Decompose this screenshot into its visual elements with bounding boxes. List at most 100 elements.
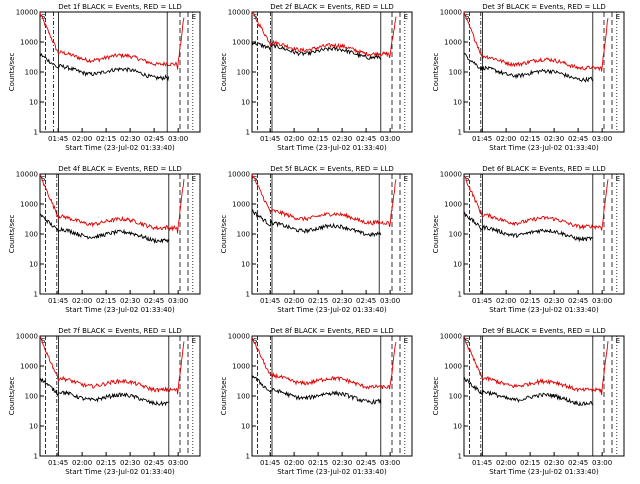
y-axis-label: Counts/sec <box>8 215 16 254</box>
panel-title: Det 3f BLACK = Events, RED = LLD <box>482 3 605 11</box>
x-tick-label: 02:15 <box>520 135 540 143</box>
y-tick-label: 10 <box>29 99 38 107</box>
y-tick-label: 10 <box>29 261 38 269</box>
y-tick-label: 1000 <box>444 39 462 47</box>
panel-title: Det 6f BLACK = Events, RED = LLD <box>482 165 605 173</box>
x-tick-label: 02:30 <box>544 297 564 305</box>
x-tick-label: 02:45 <box>568 135 588 143</box>
x-tick-label: 02:30 <box>120 135 140 143</box>
start-marker-label: S <box>465 175 470 183</box>
end-marker-label: E <box>192 175 196 183</box>
panel-1: Det 1f BLACK = Events, RED = LLD 1 10 100 10… <box>8 3 201 152</box>
y-axis-label: Counts/sec <box>8 377 16 416</box>
x-tick-label: 03:00 <box>380 135 400 143</box>
y-tick-label: 100 <box>25 69 38 77</box>
panel-title: Det 7f BLACK = Events, RED = LLD <box>58 327 181 335</box>
y-tick-label: 100 <box>25 393 38 401</box>
x-axis-label: Start Time (23-Jul-02 01:33:40) <box>277 144 387 152</box>
x-tick-label: 02:15 <box>96 459 116 467</box>
x-tick-label: 02:30 <box>332 459 352 467</box>
x-tick-label: 02:00 <box>72 459 92 467</box>
y-tick-label: 1 <box>34 453 38 461</box>
y-axis-label: Counts/sec <box>220 377 228 416</box>
x-axis-label: Start Time (23-Jul-02 01:33:40) <box>277 468 387 476</box>
y-tick-label: 10 <box>453 99 462 107</box>
x-tick-label: 02:00 <box>496 135 516 143</box>
panel-7: Det 7f BLACK = Events, RED = LLD 1 10 100 10… <box>8 327 201 476</box>
plot-frame <box>463 11 625 133</box>
panel-9: Det 9f BLACK = Events, RED = LLD 1 10 100 10… <box>432 327 625 476</box>
y-tick-label: 10000 <box>228 171 250 179</box>
x-tick-label: 02:30 <box>120 459 140 467</box>
end-marker-label: E <box>616 175 620 183</box>
x-tick-label: 01:45 <box>48 135 68 143</box>
y-tick-label: 1 <box>458 453 462 461</box>
series-lld <box>463 11 609 72</box>
y-tick-label: 100 <box>237 393 250 401</box>
series-lld <box>251 337 397 390</box>
x-tick-label: 03:00 <box>592 459 612 467</box>
x-axis-label: Start Time (23-Jul-02 01:33:40) <box>489 306 599 314</box>
panel-2: Det 2f BLACK = Events, RED = LLD 1 10 100 10… <box>220 3 413 152</box>
x-tick-label: 02:45 <box>568 297 588 305</box>
series-lld <box>39 12 185 70</box>
panel-4: Det 4f BLACK = Events, RED = LLD 1 10 100 10… <box>8 165 201 314</box>
series-lld <box>39 336 185 395</box>
x-tick-label: 03:00 <box>592 297 612 305</box>
panel-title: Det 5f BLACK = Events, RED = LLD <box>270 165 393 173</box>
series-events <box>39 213 170 244</box>
y-tick-label: 10 <box>241 99 250 107</box>
x-tick-label: 02:15 <box>96 135 116 143</box>
x-tick-label: 02:30 <box>332 135 352 143</box>
plot-frame <box>39 11 201 133</box>
y-tick-label: 10 <box>241 423 250 431</box>
start-marker-label: S <box>253 337 258 345</box>
y-tick-label: 1000 <box>20 39 38 47</box>
start-marker-label: S <box>41 175 46 183</box>
x-tick-label: 01:45 <box>260 135 280 143</box>
series-events <box>251 374 382 405</box>
x-tick-label: 02:45 <box>356 297 376 305</box>
end-marker-label: E <box>616 337 620 345</box>
x-tick-label: 02:15 <box>520 297 540 305</box>
series-lld <box>251 11 397 58</box>
end-marker-label: E <box>404 337 408 345</box>
y-tick-label: 100 <box>25 231 38 239</box>
y-tick-label: 1000 <box>232 201 250 209</box>
x-tick-label: 01:45 <box>472 459 492 467</box>
x-axis-label: Start Time (23-Jul-02 01:33:40) <box>277 306 387 314</box>
x-tick-label: 02:30 <box>120 297 140 305</box>
panel-title: Det 1f BLACK = Events, RED = LLD <box>58 3 181 11</box>
series-events <box>251 209 382 238</box>
series-events <box>251 40 382 60</box>
y-tick-label: 1000 <box>444 363 462 371</box>
y-tick-label: 100 <box>237 69 250 77</box>
panel-title: Det 4f BLACK = Events, RED = LLD <box>58 165 181 173</box>
y-tick-label: 1 <box>458 129 462 137</box>
x-tick-label: 02:00 <box>72 297 92 305</box>
series-events <box>463 52 594 83</box>
panel-8: Det 8f BLACK = Events, RED = LLD 1 10 100 10… <box>220 327 413 476</box>
x-tick-label: 01:45 <box>260 297 280 305</box>
y-tick-label: 1000 <box>20 363 38 371</box>
y-tick-label: 100 <box>237 231 250 239</box>
y-axis-label: Counts/sec <box>432 377 440 416</box>
y-tick-label: 100 <box>449 393 462 401</box>
y-tick-label: 10 <box>453 423 462 431</box>
x-tick-label: 02:15 <box>308 135 328 143</box>
end-marker-label: E <box>404 175 408 183</box>
y-tick-label: 10000 <box>440 9 462 17</box>
y-axis-label: Counts/sec <box>220 53 228 92</box>
y-tick-label: 1 <box>34 291 38 299</box>
x-tick-label: 02:15 <box>96 297 116 305</box>
x-axis-label: Start Time (23-Jul-02 01:33:40) <box>489 144 599 152</box>
x-tick-label: 02:00 <box>496 459 516 467</box>
y-tick-label: 1000 <box>232 363 250 371</box>
series-lld <box>39 174 185 234</box>
plot-frame <box>251 335 413 457</box>
y-tick-label: 10000 <box>440 171 462 179</box>
x-tick-label: 02:15 <box>520 459 540 467</box>
x-tick-label: 01:45 <box>48 297 68 305</box>
series-lld <box>463 175 609 231</box>
